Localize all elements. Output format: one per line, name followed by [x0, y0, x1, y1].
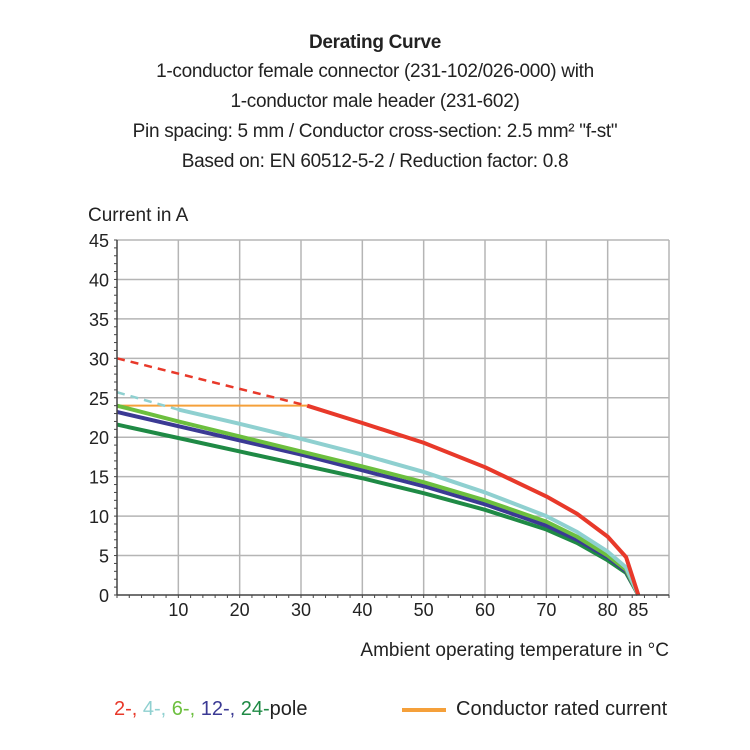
x-tick-label: 50: [414, 600, 434, 620]
series-4-pole-dashed: [116, 391, 179, 411]
chart-title: Derating Curve: [308, 32, 441, 53]
legend-rated: Conductor rated current: [402, 698, 667, 721]
x-tick-label: 30: [291, 600, 311, 620]
x-tick-label: 70: [536, 600, 556, 620]
x-tick-label: 10: [168, 600, 188, 620]
y-tick-label: 25: [89, 389, 109, 409]
y-tick-label: 30: [89, 349, 109, 369]
legend-poles: 2-, 4-, 6-, 12-, 24-pole: [114, 698, 307, 721]
x-tick-label: 20: [230, 600, 250, 620]
legend-pole-24: 24-: [235, 698, 270, 720]
y-tick-label: 10: [89, 507, 109, 527]
chart-subtitle-4: Based on: EN 60512-5-2 / Reduction facto…: [181, 151, 569, 172]
y-tick-label: 20: [89, 428, 109, 448]
x-tick-label: 80: [598, 600, 618, 620]
series-4-pole: [177, 407, 641, 596]
chart-subtitle-2: 1-conductor male header (231-602): [230, 91, 520, 112]
y-tick-label: 40: [89, 270, 109, 290]
legend-pole-suffix: pole: [269, 698, 308, 720]
x-tick-label: 60: [475, 600, 495, 620]
x-axis-label: Ambient operating temperature in °C: [360, 640, 669, 661]
y-tick-label: 0: [99, 586, 109, 606]
legend-pole-2: 2-,: [114, 698, 138, 720]
chart-subtitle-1: 1-conductor female connector (231-102/02…: [156, 61, 594, 82]
y-tick-label: 5: [99, 547, 109, 567]
legend-pole-12: 12-,: [195, 698, 236, 720]
series-2-pole: [306, 403, 641, 596]
y-tick-label: 45: [89, 231, 109, 251]
series-6-pole: [116, 403, 641, 596]
y-tick-label: 15: [89, 468, 109, 488]
legend-pole-6: 6-,: [166, 698, 196, 720]
chart-subtitle-3: Pin spacing: 5 mm / Conductor cross-sect…: [132, 121, 618, 142]
x-tick-label: 40: [352, 600, 372, 620]
legend-rated-label: Conductor rated current: [456, 698, 668, 720]
series-2-pole-dashed: [116, 357, 308, 407]
x-tick-label: 85: [628, 600, 648, 620]
legend-pole-4: 4-,: [137, 698, 167, 720]
y-tick-label: 35: [89, 310, 109, 330]
legend-rated-swatch: [402, 707, 446, 712]
series-24-pole: [116, 422, 641, 596]
y-axis-label: Current in A: [88, 205, 189, 226]
